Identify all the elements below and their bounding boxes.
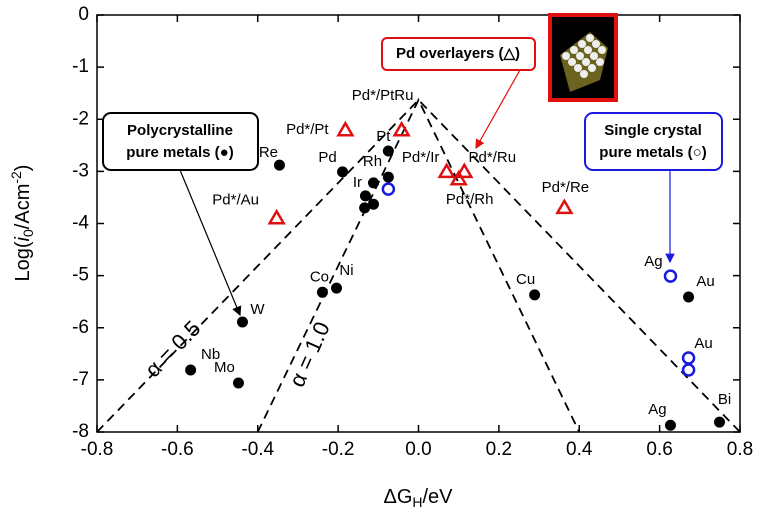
point: [664, 419, 676, 431]
point: [367, 177, 379, 189]
x-tick-label: -0.2: [322, 439, 355, 460]
arrow: [179, 169, 242, 317]
point-label: Pd*/Ir: [402, 149, 440, 166]
point: [683, 291, 695, 303]
point-label: Pd*/Pt: [286, 121, 329, 138]
line-label: α = 0.5: [140, 316, 205, 383]
point: [382, 171, 394, 183]
point-label: Au: [694, 335, 712, 352]
callout-box: [584, 112, 723, 171]
point-label: Cu: [516, 271, 535, 288]
point-label: Re: [259, 144, 278, 161]
point: [449, 169, 468, 186]
x-tick-label: 0.6: [646, 439, 672, 460]
callout-text: pure metals (○): [599, 144, 706, 161]
y-tick-label: -5: [72, 265, 89, 286]
arrow: [475, 69, 521, 150]
point: [529, 289, 541, 301]
point: [236, 316, 248, 328]
point-label: Rh: [363, 153, 382, 170]
point-label: Mo: [214, 359, 235, 376]
x-tick-label: 0.8: [727, 439, 753, 460]
y-tick-label: -6: [72, 317, 89, 338]
point-label: Ni: [339, 262, 353, 279]
point: [185, 364, 197, 376]
x-tick-label: -0.8: [81, 439, 114, 460]
point: [337, 166, 349, 178]
point-label: Pd: [318, 149, 336, 166]
y-tick-label: -2: [72, 108, 89, 129]
inset-image: [548, 13, 618, 102]
volcano-line: [256, 97, 581, 432]
x-tick-label: -0.4: [241, 439, 274, 460]
callout-text: Polycrystalline: [127, 122, 233, 139]
callout-text: pure metals (●): [126, 144, 233, 161]
callout-text: Pd overlayers (△): [396, 45, 520, 62]
x-tick-label: 0.4: [566, 439, 593, 460]
point: [681, 351, 696, 365]
point: [331, 282, 343, 294]
point: [714, 416, 726, 428]
point-label: Nb: [201, 346, 220, 363]
point-label: Pt: [376, 128, 391, 145]
point: [232, 377, 244, 389]
point-label: Ir: [353, 174, 362, 191]
point: [555, 198, 574, 215]
point-label: Bi: [718, 391, 731, 408]
y-tick-label: -8: [72, 421, 89, 442]
point-label: Co: [310, 268, 329, 285]
x-tick-label: 0.2: [486, 439, 512, 460]
point-label: Pd*/Re: [542, 179, 590, 196]
callout-box: [381, 37, 536, 71]
y-axis-title: Log(i0/Acm-2): [8, 165, 36, 282]
point: [392, 120, 411, 137]
y-tick-label: -3: [72, 160, 89, 181]
point: [455, 162, 474, 179]
volcano-line: [97, 98, 740, 432]
point: [663, 269, 678, 283]
point: [381, 182, 396, 196]
x-axis-title: ΔGH/eV: [383, 486, 453, 509]
point-label: Pd*/PtRu: [352, 87, 414, 104]
point-label: W: [250, 301, 265, 318]
callout-text: Single crystal: [604, 122, 702, 139]
point: [336, 120, 355, 137]
y-tick-label: 0: [78, 4, 89, 25]
point-label: Au: [696, 273, 714, 290]
point-label: Ag: [644, 253, 662, 270]
point: [267, 208, 286, 225]
point: [367, 198, 379, 210]
y-tick-label: -7: [72, 369, 89, 390]
point-label: Pd*/Au: [212, 191, 259, 208]
point: [681, 363, 696, 377]
line-label: α = 1.0: [284, 318, 335, 391]
point: [359, 190, 371, 202]
plot-frame: [96, 14, 741, 433]
point: [273, 159, 285, 171]
point: [316, 286, 328, 298]
x-tick-label: 0.0: [405, 439, 431, 460]
y-tick-label: -4: [72, 213, 89, 234]
point: [359, 202, 371, 214]
point-label: Ag: [648, 401, 666, 418]
y-tick-label: -1: [72, 56, 89, 77]
point-label: Pd*/Rh: [446, 191, 494, 208]
point-label: Pd*/Ru: [469, 149, 517, 166]
point: [437, 162, 456, 179]
x-tick-label: -0.6: [161, 439, 194, 460]
point: [382, 145, 394, 157]
